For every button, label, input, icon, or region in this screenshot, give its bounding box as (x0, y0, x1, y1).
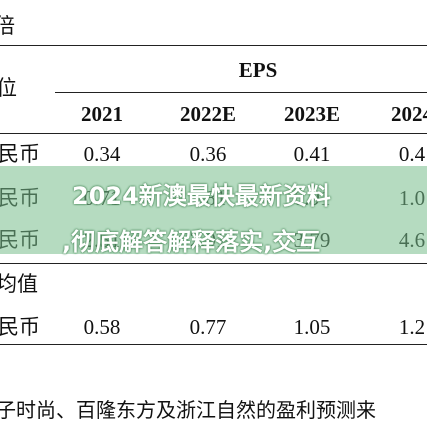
rule (0, 263, 427, 264)
section-label: 均值 (0, 272, 38, 296)
group-header: EPS (238, 58, 278, 82)
cell: 0.4 (398, 142, 426, 166)
cell: 1.2 (398, 315, 426, 339)
corner-top: 倍 (0, 14, 15, 38)
rule (0, 133, 427, 134)
row-label: 民币 (0, 315, 40, 339)
row-label: 民币 (0, 142, 40, 166)
corner-unit: 位 (0, 76, 17, 100)
column-header: 2024 (391, 102, 427, 126)
watermark-band (0, 166, 427, 254)
footnote: 子时尚、百隆东方及浙江自然的盈利预测来 (0, 398, 376, 422)
cell: 0.41 (293, 142, 331, 166)
cell: 0.77 (189, 315, 227, 339)
watermark: ,彻底解答解释落实,交互 (62, 228, 321, 256)
cell: 1.05 (293, 315, 331, 339)
column-header: 2021 (81, 102, 123, 126)
cell: 0.36 (189, 142, 227, 166)
column-header: 2022E (179, 102, 237, 126)
column-header: 2023E (283, 102, 341, 126)
rule (0, 45, 427, 46)
rule (0, 344, 427, 345)
watermark: 2024新澳最快最新资料 (72, 182, 331, 210)
rule (55, 92, 427, 93)
cell: 0.34 (83, 142, 121, 166)
cell: 0.58 (83, 315, 121, 339)
